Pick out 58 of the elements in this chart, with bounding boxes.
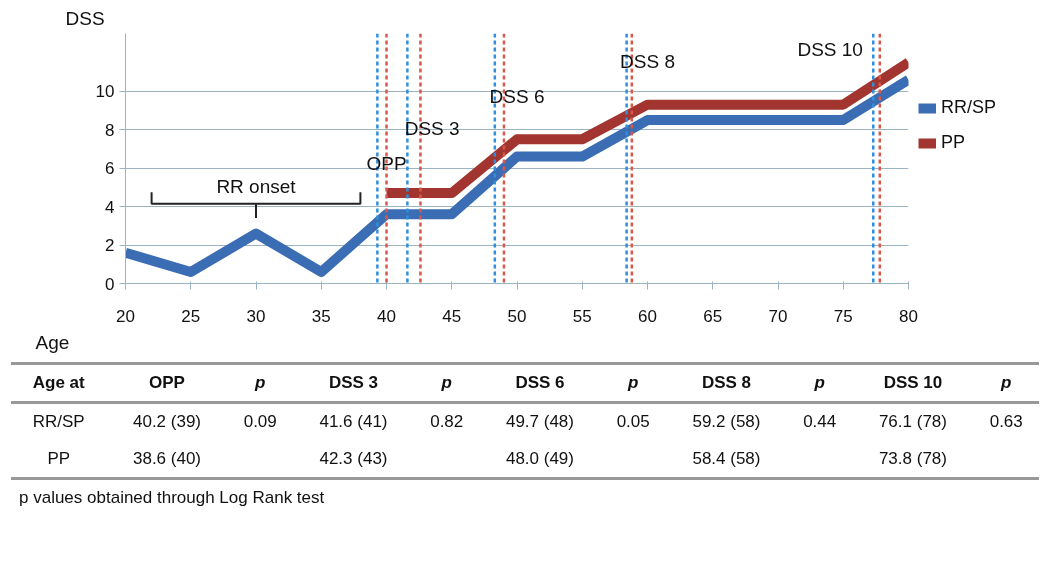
y-tick-label: 6 xyxy=(105,159,115,179)
text: 73.8 (78) xyxy=(877,447,948,470)
text: 0.44 xyxy=(802,411,838,434)
x-tick-label: 40 xyxy=(377,306,396,326)
text: DSS 10 xyxy=(882,372,944,394)
text: 41.6 (41) xyxy=(318,411,389,434)
x-tick-label: 35 xyxy=(311,306,331,326)
x-tick-label: 30 xyxy=(246,306,266,326)
text: 49.7 (48) xyxy=(504,411,575,434)
legend-label: RR/SP xyxy=(941,97,997,118)
text: p xyxy=(440,372,453,394)
text: p xyxy=(626,372,640,394)
text: DSS 3 xyxy=(327,372,380,394)
x-tick-label: 20 xyxy=(116,306,135,326)
text: PP xyxy=(46,447,72,470)
y-tick-label: 8 xyxy=(105,120,115,140)
annotation: RR onset xyxy=(216,175,297,197)
text: 42.3 (43) xyxy=(318,447,389,470)
x-tick-label: 60 xyxy=(638,306,657,326)
text: DSS 8 xyxy=(700,372,752,394)
text: DSS 6 xyxy=(514,372,566,394)
text: RR/SP xyxy=(31,411,86,434)
annotation: DSS 8 xyxy=(620,50,675,72)
text: Age at xyxy=(31,372,86,394)
y-tick-label: 4 xyxy=(105,197,115,217)
x-tick-label: 25 xyxy=(181,306,201,326)
text: p values obtained through Log Rank test xyxy=(18,486,326,509)
text: p xyxy=(253,372,267,394)
y-axis-title: DSS xyxy=(65,7,105,29)
annotation: OPP xyxy=(366,152,407,174)
x-tick-label: 75 xyxy=(833,306,853,326)
annotation: DSS 3 xyxy=(404,118,460,140)
x-tick-label: 55 xyxy=(572,306,592,326)
x-tick-label: 50 xyxy=(507,306,527,326)
text: 40.2 (39) xyxy=(131,411,202,434)
x-axis-title: Age xyxy=(35,331,70,353)
annotation: DSS 6 xyxy=(489,85,545,107)
x-tick-label: 80 xyxy=(899,306,918,326)
text: 58.4 (58) xyxy=(691,447,762,470)
x-tick-label: 45 xyxy=(442,306,462,326)
y-tick-label: 0 xyxy=(105,274,115,294)
text: 0.63 xyxy=(988,411,1024,434)
text: 0.82 xyxy=(429,411,465,434)
text: OPP xyxy=(148,372,186,394)
y-tick-label: 10 xyxy=(95,82,115,102)
text: 38.6 (40) xyxy=(131,447,202,470)
text: 0.05 xyxy=(615,411,651,434)
text: 76.1 (78) xyxy=(877,411,948,434)
legend-label: PP xyxy=(941,132,966,153)
text: 48.0 (49) xyxy=(504,447,575,470)
annotation: DSS 10 xyxy=(797,39,863,61)
text: p xyxy=(813,372,826,394)
x-tick-label: 70 xyxy=(768,306,788,326)
text: 59.2 (58) xyxy=(691,411,762,434)
text: p xyxy=(999,372,1013,394)
x-tick-label: 65 xyxy=(703,306,723,326)
y-tick-label: 2 xyxy=(105,236,115,256)
text: 0.09 xyxy=(242,411,278,434)
